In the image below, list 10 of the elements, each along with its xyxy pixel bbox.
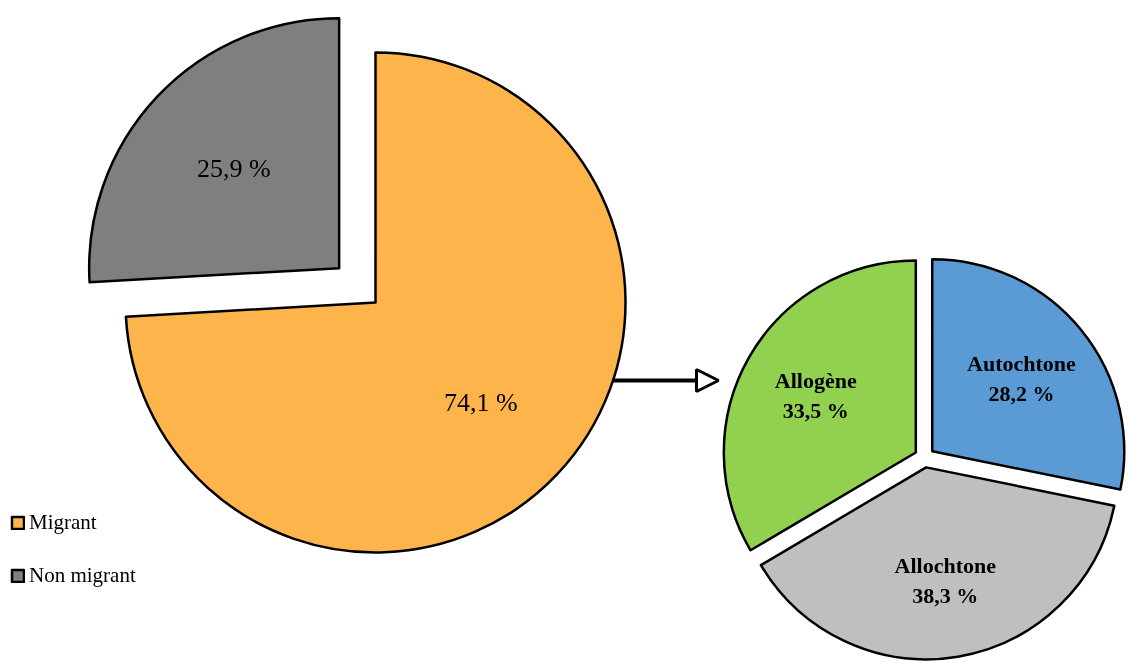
slice-label: Allochtone xyxy=(894,553,997,579)
slice-label: Allogène xyxy=(774,367,857,393)
data-label: 38,3 % xyxy=(912,583,979,609)
legend-label: Non migrant xyxy=(29,562,136,588)
data-label: 25,9 % xyxy=(196,154,271,184)
data-label: 33,5 % xyxy=(782,397,849,423)
slice-label: Autochtone xyxy=(967,350,1077,376)
data-label: 74,1 % xyxy=(444,387,518,417)
legend-label: Migrant xyxy=(29,509,97,535)
data-label: 28,2 % xyxy=(988,380,1055,406)
